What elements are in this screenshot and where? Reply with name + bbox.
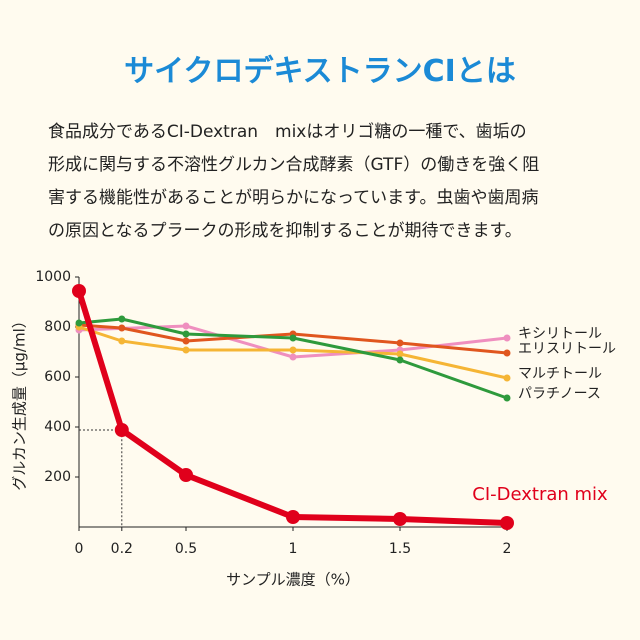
point xyxy=(393,512,407,526)
y-tick-label: 600 xyxy=(44,369,71,385)
point xyxy=(75,319,83,327)
series-line xyxy=(76,290,508,526)
point xyxy=(114,423,129,437)
x-tick-label: 1 xyxy=(289,541,298,557)
point xyxy=(289,353,297,361)
y-axis-label: グルカン生成量（μg/ml） xyxy=(11,313,29,490)
x-tick-label: 0.5 xyxy=(175,541,197,557)
paragraph-line: の原因となるプラークの形成を抑制することが期待できます。 xyxy=(48,221,522,241)
paragraph-line: 害する機能性があることが明らかになっています。虫歯や歯周病 xyxy=(48,188,539,208)
point xyxy=(182,346,190,354)
point xyxy=(182,337,190,345)
point xyxy=(118,324,126,332)
y-tick-label: 1000 xyxy=(35,269,71,285)
x-axis-label: サンプル濃度（%） xyxy=(226,571,360,589)
point xyxy=(503,334,511,342)
x-tick-label: 0.2 xyxy=(111,541,133,557)
guide-line xyxy=(79,429,123,527)
x-tick-label: 2 xyxy=(503,541,512,557)
series-line xyxy=(78,325,508,380)
point xyxy=(118,315,126,323)
point xyxy=(72,284,86,298)
point xyxy=(289,346,297,354)
point xyxy=(503,349,511,357)
point xyxy=(396,350,404,358)
point xyxy=(503,394,511,402)
point xyxy=(396,339,404,347)
legend-label: マルチトール xyxy=(518,366,602,382)
paragraph: 食品成分であるCI-Dextran mixはオリゴ糖の一種で、歯垢の 形成に関与… xyxy=(48,116,608,248)
point xyxy=(500,516,514,530)
x-tick-label: 0 xyxy=(75,541,84,557)
series-line xyxy=(78,317,508,400)
legend-label: パラチノース xyxy=(518,386,601,402)
point xyxy=(289,334,297,342)
y-tick-label: 200 xyxy=(44,469,71,485)
point xyxy=(179,468,193,482)
point xyxy=(182,330,190,338)
point xyxy=(396,356,404,364)
paragraph-line: 食品成分であるCI-Dextran mixはオリゴ糖の一種で、歯垢の xyxy=(48,122,527,142)
point xyxy=(118,337,126,345)
y-tick-label: 400 xyxy=(44,419,71,435)
x-tick-label: 1.5 xyxy=(389,541,411,557)
paragraph-line: 形成に関与する不溶性グルカン合成酵素（GTF）の働きを強く阻 xyxy=(48,155,540,175)
title: サイクロデキストランCIとは xyxy=(124,54,516,89)
legend-label: キシリトール xyxy=(518,326,602,342)
legend-label: CI-Dextran mix xyxy=(472,484,608,505)
point xyxy=(286,510,300,524)
y-tick-label: 800 xyxy=(44,319,71,335)
point xyxy=(182,322,190,330)
point xyxy=(503,374,511,382)
legend-label: エリスリトール xyxy=(518,341,616,357)
